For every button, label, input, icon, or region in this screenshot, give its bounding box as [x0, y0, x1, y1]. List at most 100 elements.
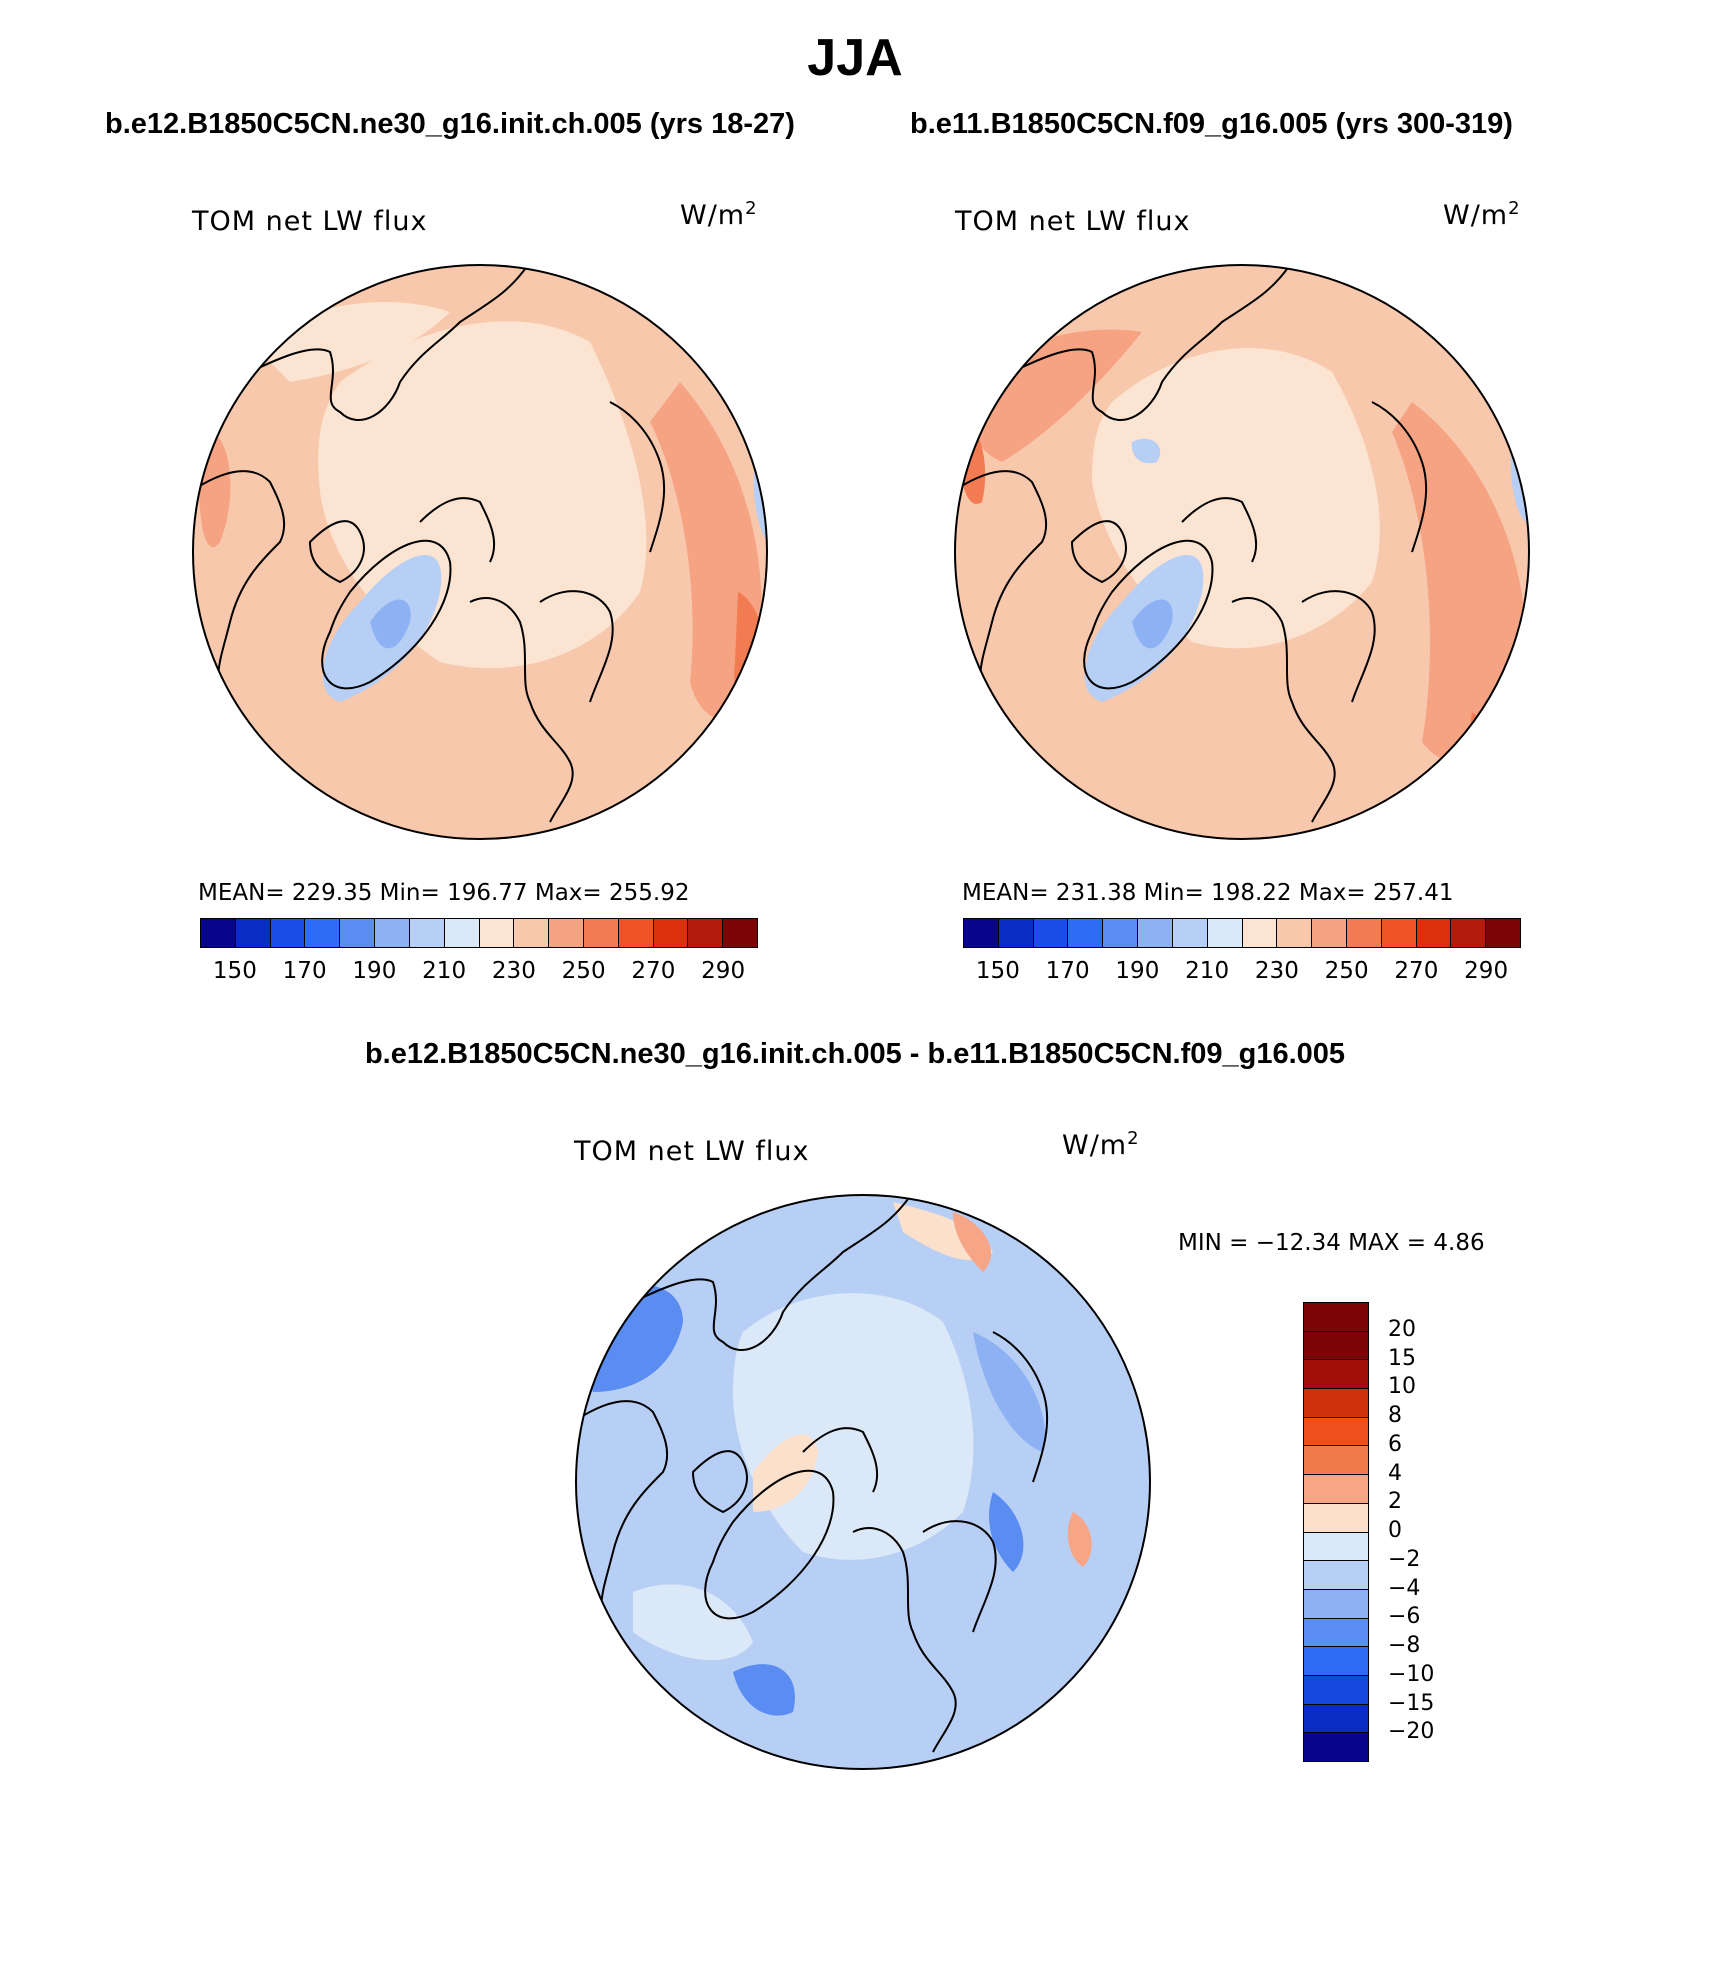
diff-case-title: b.e12.B1850C5CN.ne30_g16.init.ch.005 - b…	[364, 1038, 1346, 1070]
colorbar-swatch	[964, 919, 999, 947]
colorbar-tick-label: −10	[1388, 1661, 1435, 1687]
colorbar-swatch	[1207, 919, 1243, 947]
colorbar-tick-label: −6	[1388, 1604, 1421, 1630]
colorbar-swatch	[688, 919, 724, 947]
colorbar-tick-label: 230	[1254, 958, 1299, 984]
colorbar-swatch	[235, 919, 271, 947]
archipelago-positive-region	[753, 1434, 818, 1512]
left-stats: MEAN= 229.35 Min= 196.77 Max= 255.92	[198, 880, 690, 906]
greenland-blue-region	[1132, 599, 1173, 649]
colorbar-tick-label: 230	[491, 958, 536, 984]
colorbar-tick-label: 20	[1388, 1316, 1416, 1342]
left-polar-map	[192, 264, 768, 840]
diff-minmax: MIN = −12.34 MAX = 4.86	[1178, 1230, 1485, 1256]
colorbar-swatch	[1103, 919, 1139, 947]
colorbar-swatch	[1451, 919, 1487, 947]
colorbar-swatch	[1304, 1417, 1368, 1447]
coastline-greenland	[1083, 539, 1214, 690]
right-polar-map	[954, 264, 1530, 840]
figure-title: JJA	[807, 29, 903, 87]
small-cool-patch	[1131, 438, 1161, 464]
right-stats: MEAN= 231.38 Min= 198.22 Max= 257.41	[962, 880, 1454, 906]
atlantic-deep-patch	[733, 1664, 795, 1716]
coastline-europe	[1231, 597, 1336, 823]
colorbar-swatch	[1304, 1647, 1368, 1676]
coastline-archipelago	[802, 1427, 879, 1493]
coastline-hudson	[691, 1450, 748, 1514]
colorbar-swatch	[1486, 919, 1520, 947]
colorbar-tick-label: −2	[1388, 1546, 1421, 1572]
right-variable-label: TOM net LW flux	[955, 206, 1191, 237]
colorbar-swatch	[201, 919, 236, 947]
coastline-north-america	[193, 470, 286, 703]
coastline-america-asia	[229, 265, 531, 422]
colorbar-swatch	[1416, 919, 1452, 947]
colorbar-swatch	[1381, 919, 1417, 947]
colorbar-swatch	[1304, 1704, 1368, 1734]
coastline-scandinavia	[539, 590, 614, 703]
colorbar-swatch	[1304, 1733, 1368, 1761]
siberia-deep-region	[989, 1492, 1024, 1572]
colorbar-tick-label: 270	[1394, 958, 1439, 984]
left-colorbar	[200, 918, 758, 948]
colorbar-tick-label: 250	[561, 958, 606, 984]
colorbar-tick-label: 0	[1388, 1518, 1402, 1543]
coastline-europe	[852, 1527, 957, 1753]
asia-warm-region	[650, 382, 762, 720]
colorbar-tick-label: −15	[1388, 1690, 1435, 1716]
right-case-title: b.e11.B1850C5CN.f09_g16.005 (yrs 300-319…	[910, 108, 1513, 140]
coastline-siberia	[1371, 401, 1428, 553]
colorbar-tick-label: −8	[1388, 1633, 1421, 1658]
colorbar-tick-label: −4	[1388, 1575, 1421, 1601]
diff-variable-label: TOM net LW flux	[574, 1136, 810, 1167]
colorbar-tick-label: 150	[212, 958, 257, 984]
coastline-hudson	[1070, 520, 1127, 584]
siberia-mid-region	[973, 1332, 1045, 1452]
colorbar-swatch	[375, 919, 410, 947]
colorbar-tick-label: 4	[1388, 1460, 1402, 1486]
colorbar-swatch	[270, 919, 306, 947]
right-units-label: W/m2	[1443, 198, 1521, 231]
greenland-blue-region	[370, 599, 411, 649]
coastline-america-asia	[612, 1195, 914, 1352]
coastline-north-america	[576, 1400, 669, 1633]
colorbar-swatch	[1304, 1331, 1368, 1361]
colorbar-swatch	[618, 919, 654, 947]
coastline-siberia	[992, 1331, 1049, 1483]
colorbar-swatch	[1033, 919, 1069, 947]
diff-colorbar	[1303, 1302, 1369, 1762]
colorbar-tick-label: 270	[631, 958, 676, 984]
colorbar-swatch	[1304, 1589, 1368, 1619]
colorbar-tick-label: 290	[1464, 958, 1509, 984]
colorbar-swatch	[1304, 1475, 1368, 1504]
left-case-title: b.e12.B1850C5CN.ne30_g16.init.ch.005 (yr…	[105, 108, 795, 140]
colorbar-swatch	[305, 919, 341, 947]
colorbar-swatch	[1304, 1675, 1368, 1705]
colorbar-swatch	[1277, 919, 1313, 947]
colorbar-tick-label: 10	[1388, 1374, 1416, 1400]
colorbar-swatch	[583, 919, 619, 947]
colorbar-swatch	[549, 919, 584, 947]
colorbar-swatch	[1068, 919, 1104, 947]
asia-positive-patch	[1067, 1512, 1092, 1567]
left-units-label: W/m2	[680, 198, 758, 231]
coastline-greenland	[704, 1469, 835, 1620]
colorbar-swatch	[444, 919, 480, 947]
coastline-greenland	[321, 539, 452, 690]
colorbar-swatch	[1304, 1389, 1368, 1418]
coastline-scandinavia	[922, 1520, 997, 1633]
colorbar-swatch	[340, 919, 376, 947]
colorbar-tick-label: 190	[1115, 958, 1160, 984]
map-boundary	[575, 1194, 1151, 1770]
coastline-europe	[469, 597, 574, 823]
colorbar-tick-label: 2	[1388, 1489, 1402, 1515]
colorbar-tick-label: 15	[1388, 1345, 1416, 1371]
map-boundary	[192, 264, 768, 840]
colorbar-swatch	[1242, 919, 1278, 947]
colorbar-tick-label: 6	[1388, 1431, 1402, 1457]
colorbar-tick-label: 290	[701, 958, 746, 984]
coastline-hudson	[308, 520, 365, 584]
coastline-scandinavia	[1301, 590, 1376, 703]
colorbar-tick-label: 210	[422, 958, 467, 984]
map-boundary	[954, 264, 1530, 840]
